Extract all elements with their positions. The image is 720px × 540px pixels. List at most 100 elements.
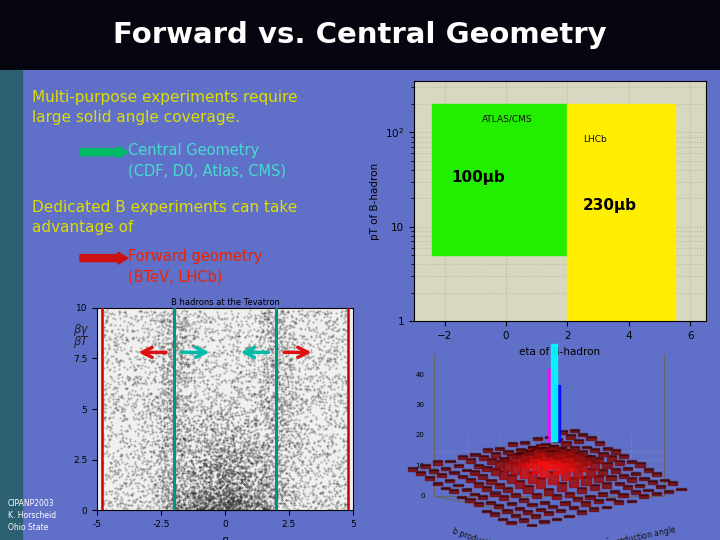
Point	[121, 472, 132, 481]
Point	[186, 436, 197, 444]
Bar	[586, 436, 595, 437]
Point	[117, 416, 129, 425]
Point	[261, 411, 272, 420]
Point	[219, 359, 230, 368]
Point	[300, 464, 311, 472]
Point	[195, 498, 207, 507]
Point	[142, 332, 153, 341]
Point	[158, 414, 170, 423]
Point	[115, 449, 127, 458]
Point	[158, 435, 170, 443]
Point	[315, 329, 326, 338]
Point	[274, 378, 285, 387]
Point	[131, 469, 143, 478]
Point	[240, 467, 252, 476]
Point	[170, 467, 181, 475]
Point	[238, 502, 250, 511]
Point	[215, 446, 227, 454]
Point	[227, 415, 238, 423]
Point	[275, 389, 287, 398]
Point	[116, 481, 127, 489]
Point	[260, 450, 271, 458]
Point	[279, 381, 290, 389]
Point	[304, 460, 315, 468]
Point	[257, 492, 269, 501]
Point	[158, 481, 170, 490]
Point	[286, 340, 297, 349]
Point	[158, 315, 170, 323]
Point	[192, 447, 204, 455]
Bar	[495, 447, 505, 448]
Point	[318, 492, 330, 501]
Point	[336, 377, 348, 386]
Point	[240, 502, 251, 511]
Point	[244, 432, 256, 441]
Point	[240, 480, 251, 488]
Point	[174, 392, 186, 400]
Point	[312, 498, 324, 507]
Bar	[544, 448, 554, 469]
Point	[229, 490, 240, 499]
Point	[122, 372, 133, 380]
Point	[293, 363, 305, 372]
Point	[203, 462, 215, 471]
Point	[262, 345, 274, 353]
Point	[338, 440, 350, 449]
Point	[231, 484, 243, 493]
Point	[262, 440, 274, 449]
Point	[266, 429, 277, 438]
Point	[209, 361, 220, 370]
Point	[341, 442, 352, 451]
Point	[262, 408, 274, 417]
Point	[249, 415, 261, 423]
Point	[187, 402, 199, 410]
Point	[301, 460, 312, 469]
Point	[188, 422, 199, 431]
Point	[207, 470, 218, 479]
Point	[145, 421, 157, 430]
Point	[186, 406, 198, 414]
Point	[183, 368, 194, 376]
Point	[157, 363, 168, 372]
Point	[233, 352, 244, 361]
Point	[251, 493, 263, 502]
Point	[338, 474, 350, 482]
Point	[233, 400, 244, 409]
Point	[240, 414, 251, 423]
Point	[111, 495, 122, 503]
Point	[267, 330, 279, 339]
Point	[235, 497, 246, 505]
Point	[228, 467, 239, 475]
Point	[260, 363, 271, 372]
Point	[328, 389, 339, 398]
Point	[266, 477, 277, 486]
Point	[287, 317, 299, 326]
Point	[142, 436, 153, 445]
Point	[267, 355, 279, 364]
Point	[258, 503, 269, 512]
Point	[253, 431, 265, 440]
Point	[208, 505, 220, 514]
Point	[199, 438, 210, 447]
Point	[282, 313, 293, 321]
Point	[163, 357, 175, 366]
Point	[212, 505, 224, 514]
Point	[156, 500, 168, 509]
Point	[165, 420, 176, 429]
Point	[173, 463, 184, 472]
Point	[206, 315, 217, 323]
Point	[261, 488, 273, 497]
Point	[217, 501, 228, 509]
Point	[323, 405, 334, 414]
Point	[182, 369, 194, 377]
Point	[248, 420, 260, 429]
Bar	[454, 484, 462, 485]
Point	[264, 333, 276, 341]
Point	[219, 500, 230, 508]
Point	[217, 474, 228, 482]
Point	[158, 389, 170, 398]
Point	[211, 348, 222, 357]
Point	[166, 415, 178, 424]
Point	[225, 462, 237, 470]
Point	[269, 481, 280, 490]
